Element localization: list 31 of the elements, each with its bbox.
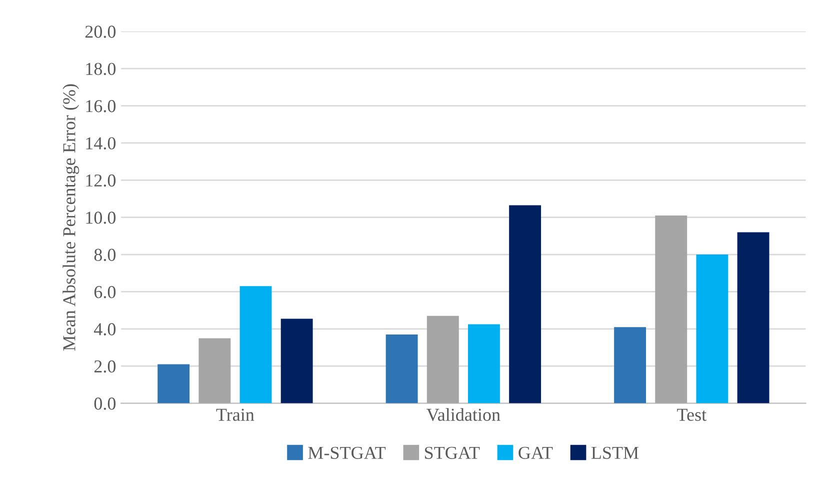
- y-tick-label: 4.0: [94, 323, 116, 336]
- legend-label: LSTM: [591, 446, 639, 459]
- legend-label: STGAT: [425, 446, 480, 459]
- legend-label: M-STGAT: [308, 446, 386, 459]
- y-tick-label: 2.0: [94, 360, 116, 373]
- legend-label: GAT: [518, 446, 553, 459]
- y-tick-label: 6.0: [94, 286, 116, 298]
- y-axis-title: Mean Absolute Percentage Error (%): [62, 84, 80, 351]
- bar: [280, 318, 313, 404]
- bar: [655, 215, 688, 404]
- bar: [509, 205, 542, 404]
- y-tick-label: 16.0: [86, 100, 116, 112]
- y-tick-label: 8.0: [94, 248, 116, 262]
- bar: [696, 254, 728, 404]
- bar: [426, 316, 459, 404]
- y-tick-label: 12.0: [86, 174, 116, 187]
- x-tick-label: Train: [216, 408, 254, 421]
- y-tick-label: 18.0: [86, 62, 116, 76]
- bar: [737, 232, 770, 404]
- bar: [386, 334, 418, 404]
- bar: [240, 286, 272, 404]
- x-tick-label: Validation: [426, 408, 500, 421]
- bar: [198, 338, 231, 404]
- x-tick-label: Test: [677, 408, 706, 421]
- y-tick-label: 14.0: [86, 137, 116, 150]
- y-tick-label: 0.0: [94, 398, 116, 410]
- y-tick-label: 20.0: [85, 26, 116, 38]
- bar: [468, 324, 500, 404]
- y-tick-label: 10.0: [86, 212, 116, 224]
- bar: [614, 327, 646, 404]
- bar: [158, 364, 190, 404]
